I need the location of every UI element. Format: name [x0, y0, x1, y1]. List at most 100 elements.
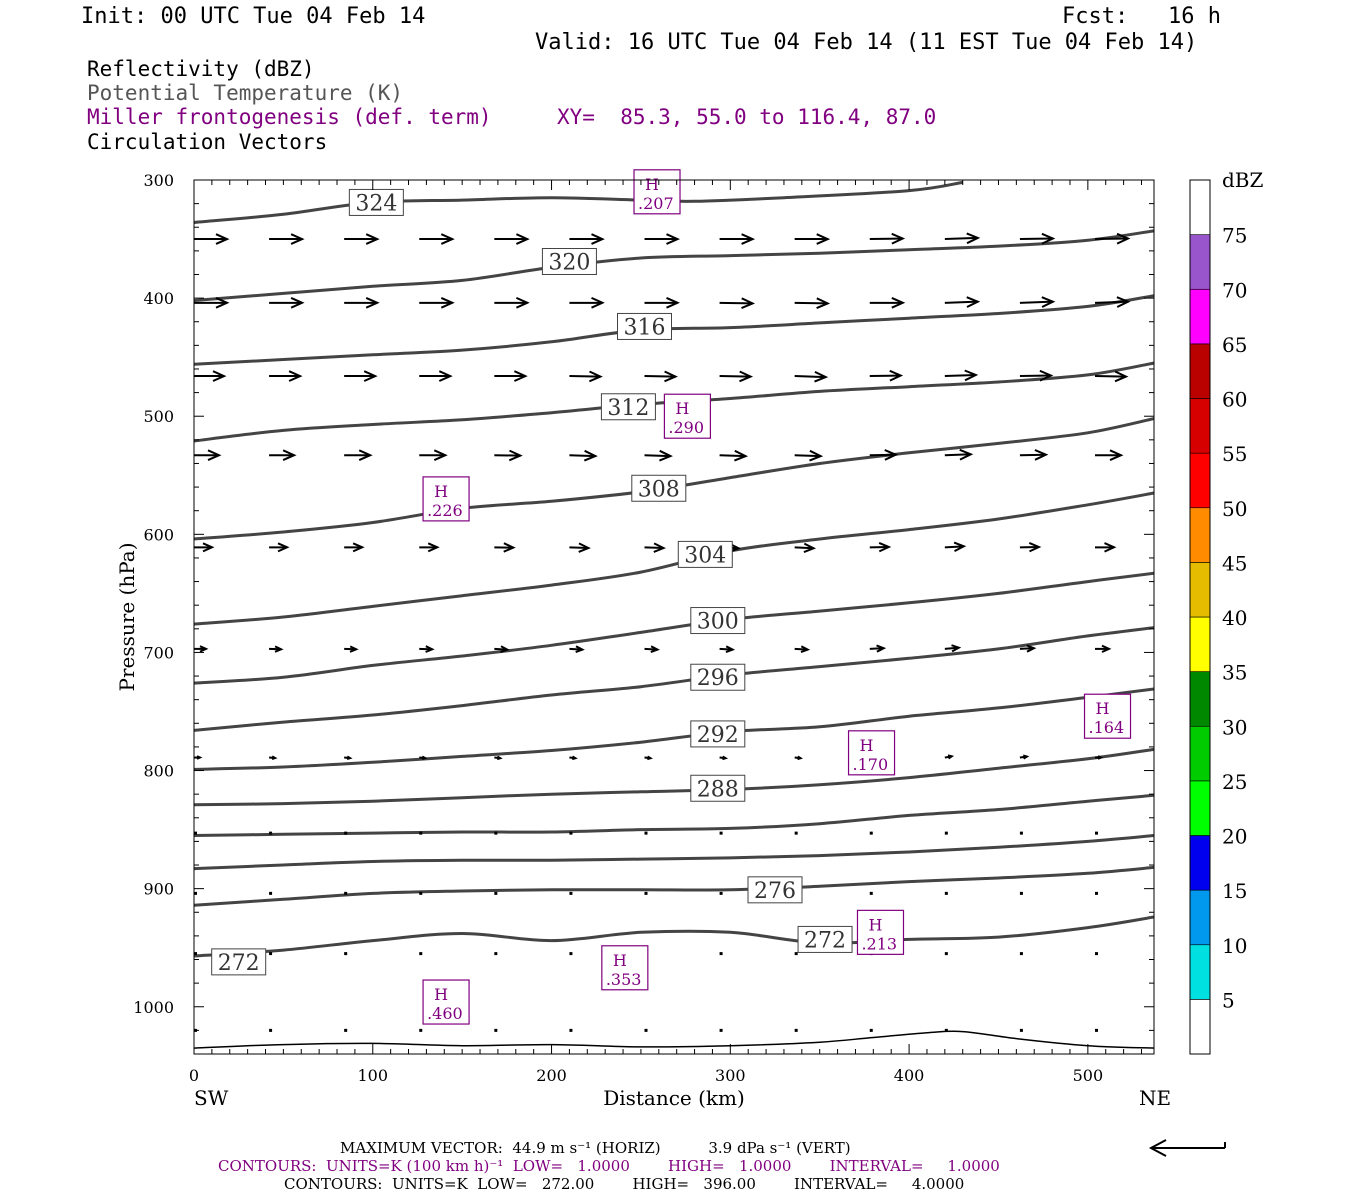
fronto-max-label-5: H: [868, 915, 882, 934]
vector-p611-x84: [344, 542, 365, 553]
theta-label-316-2: 316: [624, 315, 666, 340]
fronto-max-value-5: .213: [861, 934, 897, 953]
vector-p404-x336-shaft: [794, 301, 828, 305]
vector-p533-x126-head: [433, 449, 448, 462]
vector-p466-x210-head: [589, 370, 603, 383]
vector-p611-x126-head: [427, 542, 440, 553]
colorbar-label-25: 25: [1222, 770, 1247, 794]
vector-p350-x126: [419, 233, 455, 245]
vector-p1020-x462: [1019, 1028, 1023, 1032]
legend-circulation-vectors: Circulation Vectors: [87, 130, 328, 154]
vector-p955-x504: [1095, 952, 1099, 956]
fronto-max-label-2: H: [434, 482, 448, 501]
theta-contour-296-7: [194, 626, 1154, 732]
vector-p853-x252: [644, 831, 648, 835]
colorbar-label-40: 40: [1222, 606, 1247, 630]
colorbar-label-75: 75: [1222, 224, 1247, 248]
vector-p533-x168: [494, 449, 523, 462]
theta-label-box-2: [617, 312, 673, 340]
fronto-box-6: [601, 945, 649, 991]
theta-contour-316-2: [194, 294, 1154, 366]
theta-label-272-13: 272: [804, 928, 846, 953]
vector-p533-x168-head: [508, 449, 523, 462]
theta-label-324-0: 324: [355, 191, 397, 216]
fronto-max-value-0: .207: [638, 194, 674, 213]
colorbar-label-55: 55: [1222, 442, 1247, 466]
vector-p853-x42: [269, 831, 273, 835]
vector-p904-x42: [269, 891, 273, 895]
vector-p404-x462-shaft: [1019, 300, 1053, 304]
theta-contour-320-1: [194, 229, 1154, 302]
fronto-max-value-2: .226: [427, 501, 463, 520]
vector-p466-x294-shaft: [719, 375, 751, 378]
vector-p904-x294: [719, 891, 723, 895]
vector-p404-x378: [869, 296, 906, 309]
vector-p853-x378: [869, 831, 873, 835]
vector-p466-x168-head: [513, 370, 528, 382]
vector-p697-x420-head: [951, 644, 962, 653]
vector-p853-x420: [944, 831, 948, 835]
fronto-max-value-7: .460: [427, 1004, 463, 1023]
vector-p404-x252: [644, 296, 680, 309]
theta-label-box-1: [541, 247, 597, 275]
vector-p533-x336-shaft: [794, 454, 821, 458]
colorbar-label-65: 65: [1222, 333, 1247, 357]
legend-xy-coordinates: XY= 85.3, 55.0 to 116.4, 87.0: [557, 105, 937, 129]
theta-contour-304-5: [194, 491, 1154, 626]
theta-label-box-4: [631, 474, 687, 502]
vector-p466-x42-head: [288, 370, 303, 382]
colorbar-swatch-7: [1189, 616, 1211, 672]
colorbar-label-45: 45: [1222, 551, 1247, 575]
vector-p533-x294-head: [734, 449, 749, 462]
vector-p697-x504: [1095, 644, 1112, 653]
vector-p1020-x168: [494, 1028, 498, 1032]
vector-p789-x126-head: [421, 755, 428, 761]
y-tick-label-700: 700: [143, 643, 174, 662]
vector-p904-x0: [194, 891, 197, 895]
colorbar-swatch-12: [1189, 343, 1211, 399]
vector-p350-x420-head: [966, 232, 981, 245]
fronto-box-2: [422, 476, 470, 522]
vector-p466-x252: [644, 370, 678, 383]
vector-p853-x336: [794, 831, 798, 835]
theta-label-272-14: 272: [218, 951, 260, 976]
colorbar-swatch-6: [1189, 671, 1211, 727]
vector-p466-x504-head: [1114, 370, 1129, 383]
theta-label-296-7: 296: [697, 666, 739, 691]
vector-p404-x168-head: [515, 296, 530, 309]
vector-p853-x126: [419, 831, 423, 835]
valid-time: Valid: 16 UTC Tue 04 Feb 14 (11 EST Tue …: [535, 30, 1198, 55]
vector-p466-x378: [869, 369, 904, 382]
vector-p789-x252-head: [647, 755, 653, 761]
vector-p611-x378-head: [878, 541, 892, 553]
x-tick-label-300: 300: [715, 1066, 746, 1085]
vector-p789-x0-head: [196, 755, 203, 760]
colorbar-label-30: 30: [1222, 715, 1247, 739]
vector-p533-x210-head: [583, 449, 598, 462]
colorbar-swatch-13: [1189, 288, 1211, 345]
vector-p611-x0: [194, 542, 215, 553]
vector-p404-x84-head: [365, 296, 380, 309]
vector-p466-x168: [494, 370, 528, 382]
fronto-max-label-1: H: [675, 399, 689, 418]
vector-p404-x504-shaft: [1094, 300, 1129, 304]
y-tick-label-400: 400: [143, 289, 174, 308]
y-tick-label-800: 800: [143, 762, 174, 781]
vector-p611-x126: [419, 542, 440, 553]
vector-p611-x42: [269, 542, 290, 553]
forecast-hour: 16 h: [1168, 4, 1221, 29]
colorbar-frame: [1189, 179, 1211, 1055]
vector-p789-x126: [419, 755, 428, 761]
vector-p404-x420-shaft: [944, 300, 978, 304]
vector-p350-x336-head: [816, 233, 831, 245]
vector-p697-x210-head: [575, 645, 585, 654]
vector-p466-x126-head: [438, 370, 453, 382]
vector-p853-x168: [494, 831, 498, 835]
colorbar-swatch-0: [1189, 999, 1211, 1055]
vector-p350-x462-shaft: [1019, 237, 1053, 241]
x-tick-label-100: 100: [357, 1066, 388, 1085]
vector-p955-x420: [944, 952, 948, 956]
fronto-max-value-3: .164: [1089, 718, 1125, 737]
vector-p697-x504-head: [1101, 644, 1112, 653]
vector-p1020-x378: [869, 1028, 873, 1032]
